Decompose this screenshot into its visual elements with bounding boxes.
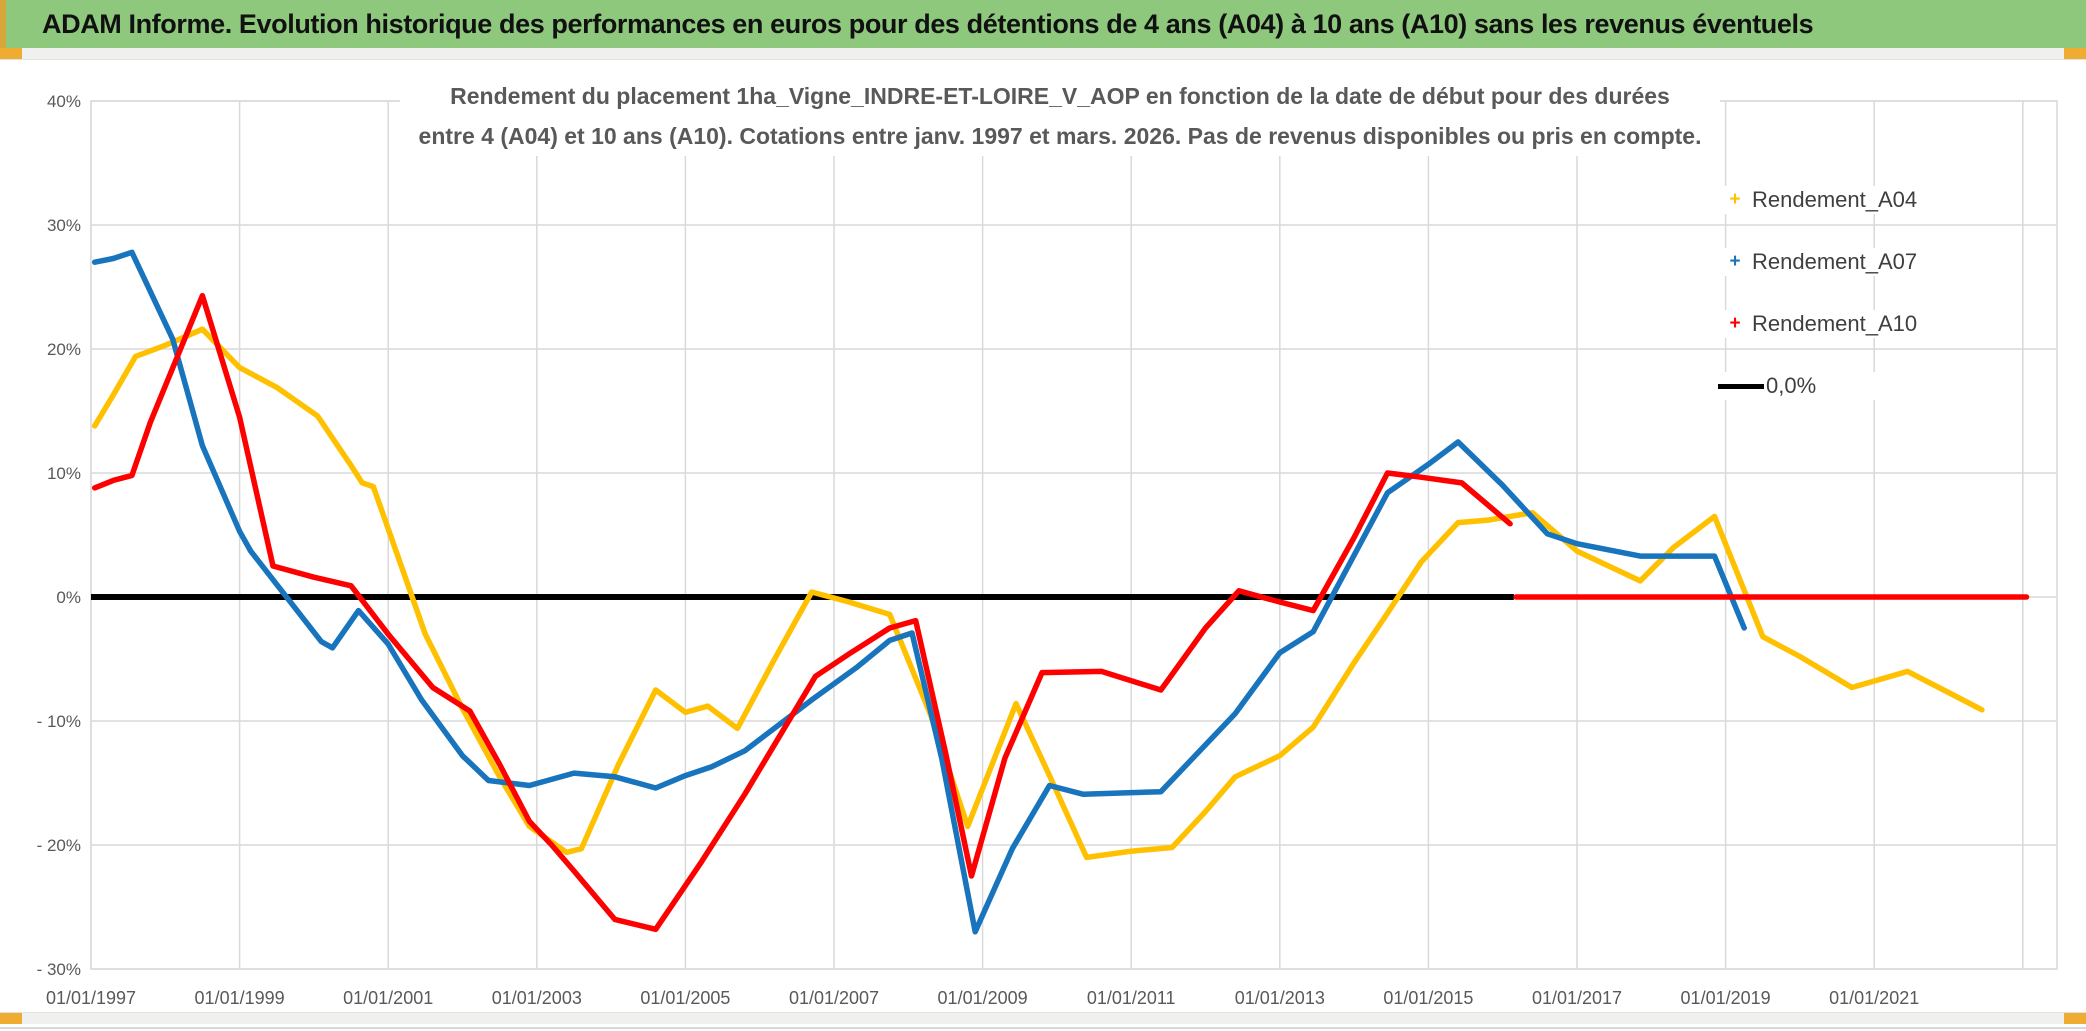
- x-axis-tick-label: 01/01/2005: [640, 988, 730, 1008]
- y-axis-tick-label: - 20%: [37, 836, 81, 855]
- y-axis-tick-label: - 30%: [37, 960, 81, 979]
- chart-legend: + Rendement_A04 + Rendement_A07 + Rendem…: [1712, 186, 1962, 434]
- legend-item-rendement-a04[interactable]: + Rendement_A04: [1712, 186, 1962, 214]
- y-axis-tick-label: 40%: [47, 92, 81, 111]
- x-axis-tick-label: 01/01/2003: [492, 988, 582, 1008]
- gold-corner-top-left: [0, 48, 22, 59]
- x-axis-tick-label: 01/01/2007: [789, 988, 879, 1008]
- series-line-rendement_a10: [91, 292, 1513, 933]
- y-axis-tick-label: 20%: [47, 340, 81, 359]
- series-line-rendement_a07: [91, 249, 1747, 935]
- header-bar: ADAM Informe. Evolution historique des p…: [0, 0, 2086, 48]
- legend-item-zero-line[interactable]: 0,0%: [1712, 372, 1962, 400]
- gold-corner-bottom-left: [0, 1013, 22, 1024]
- x-axis-tick-label: 01/01/2001: [343, 988, 433, 1008]
- legend-label: Rendement_A10: [1752, 311, 1918, 336]
- y-axis-tick-label: 30%: [47, 216, 81, 235]
- x-axis-tick-label: 01/01/2019: [1681, 988, 1771, 1008]
- legend-label: 0,0%: [1766, 373, 1817, 398]
- x-axis-tick-label: 01/01/1997: [46, 988, 136, 1008]
- plus-marker-icon: +: [1729, 189, 1741, 210]
- x-axis-tick-label: 01/01/2011: [1087, 988, 1176, 1008]
- plus-marker-icon: +: [1729, 251, 1741, 272]
- x-axis-tick-label: 01/01/2009: [938, 988, 1028, 1008]
- x-axis-tick-label: 01/01/2015: [1383, 988, 1473, 1008]
- gold-corner-top-right: [2064, 48, 2086, 59]
- chart-title-line2: entre 4 (A04) et 10 ans (A10). Cotations…: [418, 123, 1702, 149]
- top-divider-strip: [0, 48, 2086, 60]
- legend-label: Rendement_A04: [1752, 187, 1918, 212]
- legend-label: Rendement_A07: [1752, 249, 1918, 274]
- plus-marker-icon: +: [1729, 313, 1741, 334]
- x-axis-tick-label: 01/01/2013: [1235, 988, 1325, 1008]
- y-axis-tick-label: 0%: [56, 588, 81, 607]
- series-line-rendement_a04: [91, 326, 1985, 861]
- gold-corner-bottom-right: [2064, 1013, 2086, 1024]
- chart-title: Rendement du placement 1ha_Vigne_INDRE-E…: [400, 76, 1720, 156]
- y-axis-tick-label: - 10%: [37, 712, 81, 731]
- x-axis-tick-label: 01/01/2017: [1532, 988, 1622, 1008]
- header-title: ADAM Informe. Evolution historique des p…: [42, 8, 1814, 39]
- y-axis-tick-label: 10%: [47, 464, 81, 483]
- legend-item-rendement-a07[interactable]: + Rendement_A07: [1712, 248, 1962, 276]
- legend-item-rendement-a10[interactable]: + Rendement_A10: [1712, 310, 1962, 338]
- x-axis-tick-label: 01/01/2021: [1829, 988, 1919, 1008]
- zero-line-swatch: [1718, 383, 1764, 389]
- x-axis-tick-label: 01/01/1999: [195, 988, 285, 1008]
- chart-title-line1: Rendement du placement 1ha_Vigne_INDRE-E…: [450, 83, 1670, 109]
- bottom-divider-strip: [0, 1012, 2086, 1024]
- window-bottom-edge: [0, 1027, 2086, 1029]
